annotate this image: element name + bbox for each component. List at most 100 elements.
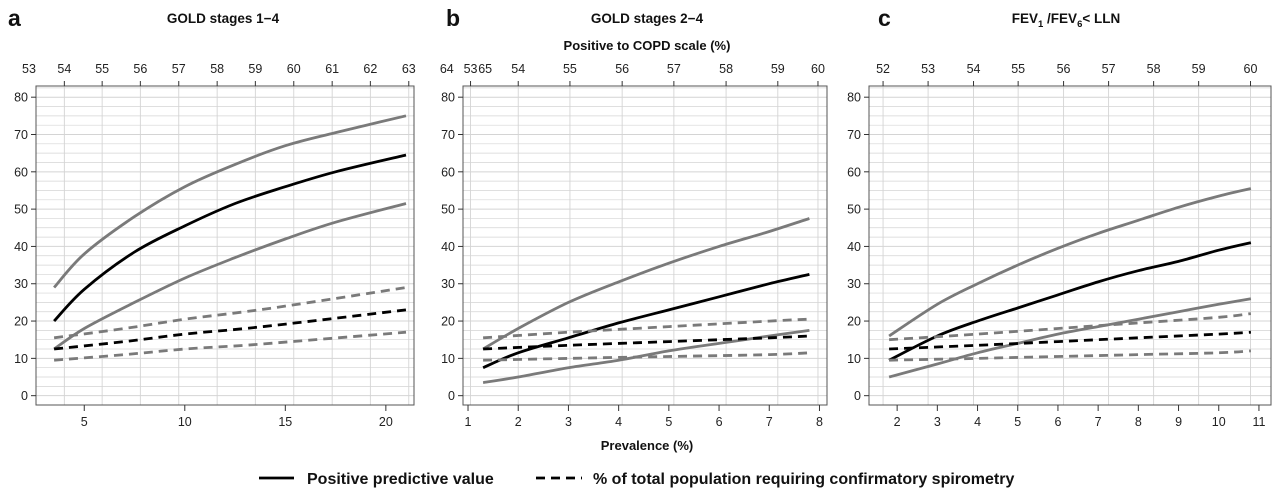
top-tick-label-b: 60 [811, 62, 825, 76]
y-tick-label-b: 40 [441, 240, 455, 254]
top-tick-label-c: 59 [1192, 62, 1206, 76]
top-tick-label-b: 59 [771, 62, 785, 76]
x-tick-label-a: 10 [178, 415, 192, 429]
x-tick-label-b: 4 [615, 415, 622, 429]
top-tick-label-b: 54 [511, 62, 525, 76]
x-tick-label-c: 4 [974, 415, 981, 429]
title-c-sub1: 1 [1038, 19, 1044, 30]
series-line-a-solid-ci-1 [53, 114, 407, 289]
y-tick-label-c: 60 [847, 165, 861, 179]
top-tick-label-c: 52 [876, 62, 890, 76]
x-tick-label-b: 6 [716, 415, 723, 429]
x-tick-label-a: 15 [278, 415, 292, 429]
x-tick-label-c: 10 [1212, 415, 1226, 429]
series-line-c-solid-ci-2 [888, 297, 1252, 379]
y-tick-label-c: 20 [847, 315, 861, 329]
y-tick-label-a: 40 [14, 240, 28, 254]
top-tick-label-a: 59 [248, 62, 262, 76]
top-tick-label-b: 57 [667, 62, 681, 76]
top-tick-label-a: 58 [210, 62, 224, 76]
top-tick-label-a: 63 [402, 62, 416, 76]
y-tick-label-b: 60 [441, 165, 455, 179]
x-tick-label-c: 7 [1095, 415, 1102, 429]
y-tick-label-b: 50 [441, 203, 455, 217]
x-tick-label-c: 5 [1014, 415, 1021, 429]
y-tick-label-a: 30 [14, 277, 28, 291]
top-tick-label-c: 56 [1057, 62, 1071, 76]
x-tick-label-c: 11 [1252, 415, 1265, 429]
top-tick-label-b: 53 [464, 62, 478, 76]
y-tick-label-a: 70 [14, 128, 28, 142]
top-tick-label-a: 57 [172, 62, 186, 76]
top-tick-label-c: 55 [1011, 62, 1025, 76]
series-line-c-dashed-ci-5 [889, 349, 1251, 362]
y-tick-label-a: 80 [14, 91, 28, 105]
panel-letter-a: a [8, 5, 21, 31]
panel-letter-c: c [878, 5, 891, 31]
y-tick-label-c: 10 [847, 352, 861, 366]
panel-b: b GOLD stages 2−4 Positive to COPD scale… [441, 5, 828, 453]
top-tick-label-b: 56 [615, 62, 629, 76]
panel-a-title: GOLD stages 1−4 [167, 11, 280, 26]
series-line-c-solid-ci-1 [888, 187, 1252, 338]
series-line-b-solid-ci-1 [482, 217, 810, 351]
top-axis-label-b: Positive to COPD scale (%) [564, 38, 731, 53]
y-tick-label-c: 0 [854, 389, 861, 403]
x-tick-label-c: 8 [1135, 415, 1142, 429]
series-line-b-dashed-main-3 [483, 334, 810, 351]
legend-solid-label: Positive predictive value [307, 471, 494, 488]
series-line-c-dashed-ci-4 [889, 312, 1252, 342]
top-tick-label-b: 58 [719, 62, 733, 76]
series-line-a-solid-main-0 [53, 153, 407, 323]
series-line-b-dashed-ci-4 [483, 317, 810, 340]
y-tick-label-c: 50 [847, 203, 861, 217]
top-tick-label-c: 60 [1244, 62, 1258, 76]
top-tick-label-a: 62 [363, 62, 377, 76]
plot-frame [35, 85, 415, 406]
top-tick-label-a: 64 [440, 62, 454, 76]
series-line-a-solid-ci-2 [53, 202, 407, 351]
series-line-b-dashed-ci-5 [483, 351, 810, 362]
x-tick-label-b: 8 [816, 415, 823, 429]
y-tick-label-b: 0 [448, 389, 455, 403]
y-tick-label-c: 30 [847, 277, 861, 291]
legend: Positive predictive value % of total pop… [259, 471, 1014, 488]
title-c-fev: FEV [1012, 11, 1038, 26]
y-tick-label-a: 20 [14, 315, 28, 329]
series-line-b-solid-ci-2 [482, 329, 810, 384]
series-line-a-dashed-main-3 [53, 308, 407, 351]
top-tick-label-a: 60 [287, 62, 301, 76]
top-tick-label-a: 56 [133, 62, 147, 76]
title-c-sub2: 6 [1077, 19, 1082, 30]
plot-frame [462, 85, 828, 406]
x-tick-label-a: 5 [81, 415, 88, 429]
series-line-a-dashed-ci-5 [53, 330, 407, 362]
y-tick-label-b: 70 [441, 128, 455, 142]
top-tick-label-b: 55 [563, 62, 577, 76]
y-tick-label-b: 80 [441, 91, 455, 105]
top-tick-label-a: 53 [22, 62, 36, 76]
x-tick-label-b: 5 [665, 415, 672, 429]
y-tick-label-b: 30 [441, 277, 455, 291]
panel-b-title: GOLD stages 2−4 [591, 11, 704, 26]
series-line-a-dashed-ci-4 [53, 286, 407, 340]
legend-dashed-label: % of total population requiring confirma… [593, 471, 1014, 488]
top-tick-label-a: 61 [325, 62, 339, 76]
title-c-lln: < LLN [1082, 11, 1120, 26]
top-tick-label-c: 58 [1147, 62, 1161, 76]
y-tick-label-a: 50 [14, 203, 28, 217]
x-tick-label-b: 2 [515, 415, 522, 429]
top-tick-label-a: 54 [57, 62, 71, 76]
x-tick-label-b: 3 [565, 415, 572, 429]
x-tick-label-c: 3 [934, 415, 941, 429]
x-axis-label-b: Prevalence (%) [601, 438, 694, 453]
x-tick-label-c: 2 [894, 415, 901, 429]
x-tick-label-a: 20 [379, 415, 393, 429]
y-tick-label-b: 20 [441, 315, 455, 329]
